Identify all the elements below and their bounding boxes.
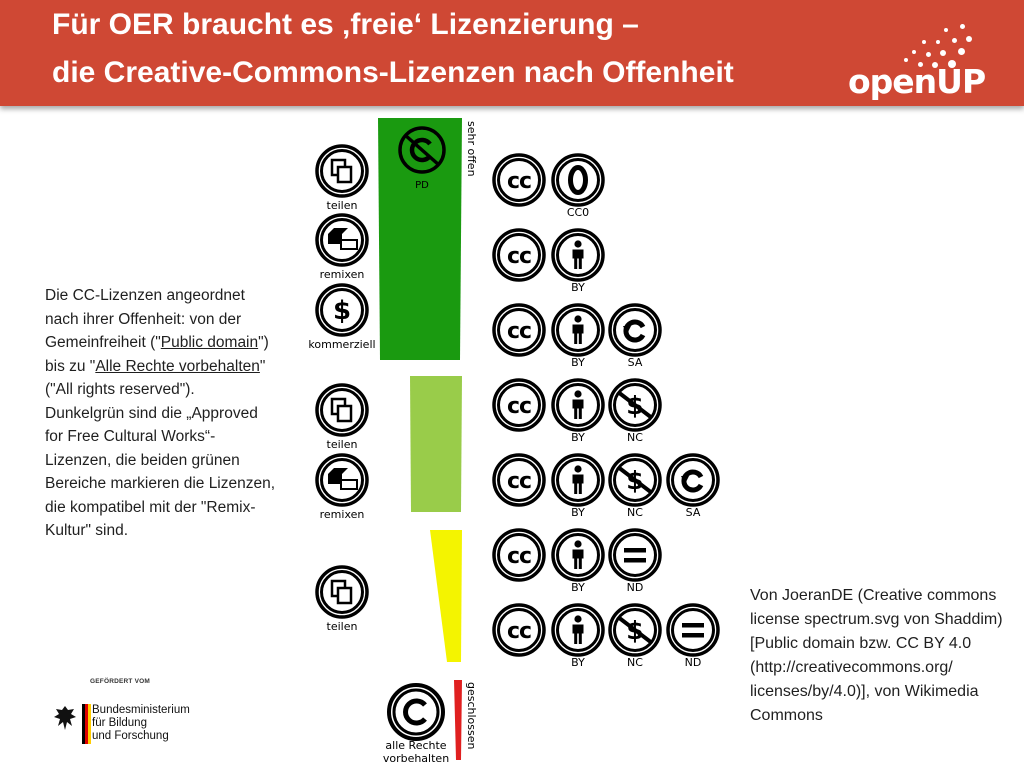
vorbehalten-label: vorbehalten — [383, 752, 449, 765]
alle-rechte-label: alle Rechte — [385, 739, 446, 752]
image-credit: Von JoeranDE (Creative commons license s… — [750, 587, 1003, 724]
share-icon — [317, 146, 367, 196]
cc-icon — [494, 155, 544, 205]
title-bar: Für OER braucht es ‚freie‘ Lizenzierung … — [0, 0, 1024, 106]
icon-label: CC0 — [567, 206, 589, 219]
description-part-3: " ("All rights reserved"). Dunkelgrün si… — [45, 357, 276, 540]
nc-icon — [610, 605, 660, 655]
spectrum-bar-red — [454, 680, 462, 760]
remix-icon — [317, 455, 367, 505]
icon-label: NC — [627, 431, 643, 444]
openup-logo: openUP — [840, 18, 1020, 102]
by-icon — [553, 380, 603, 430]
by-icon — [553, 230, 603, 280]
funder-line-2: für Bildung — [92, 717, 147, 729]
license-spectrum: cc $ — [308, 118, 730, 765]
license-icons: CC0 BY BY SA BY NC BY NC SA BY ND BY NC ND — [494, 155, 718, 669]
description-part-1: Die CC-Lizenzen angeordnet nach ihrer Of… — [45, 287, 245, 351]
all-rights-reserved-icon — [389, 685, 443, 739]
by-icon — [553, 305, 603, 355]
geschlossen-label: geschlossen — [465, 682, 478, 750]
icon-label: ND — [685, 656, 702, 669]
nc-icon — [610, 380, 660, 430]
funder-line-1: Bundesministerium — [92, 704, 190, 716]
eagle-icon — [54, 706, 76, 730]
icon-label: remixen — [320, 508, 365, 521]
funder-line-3: und Forschung — [92, 730, 169, 742]
title-line-2: die Creative-Commons-Lizenzen nach Offen… — [52, 56, 734, 89]
icon-label: NC — [627, 506, 643, 519]
share-icon — [317, 567, 367, 617]
icon-label: teilen — [327, 620, 358, 633]
description-part-2: ") bis zu " — [45, 334, 269, 375]
by-icon — [553, 530, 603, 580]
cc-icon — [494, 605, 544, 655]
share-icon — [317, 385, 367, 435]
funder-logo: GEFÖRDERT VOM Bundesministerium für Bild… — [52, 678, 232, 758]
icon-label: remixen — [320, 268, 365, 281]
public-domain-icon — [398, 126, 446, 174]
logo-text: openUP — [848, 62, 986, 101]
funder-caption: GEFÖRDERT VOM — [90, 678, 151, 685]
icon-label: BY — [571, 431, 585, 444]
nd-icon — [610, 530, 660, 580]
icon-label: SA — [628, 356, 643, 369]
icon-label: NC — [627, 656, 643, 669]
funder-name: Bundesministerium für Bildung und Forsch… — [92, 704, 190, 743]
icon-label: ND — [627, 581, 644, 594]
sa-icon — [610, 305, 660, 355]
icon-label: BY — [571, 656, 585, 669]
zero-icon — [553, 155, 603, 205]
by-icon — [553, 455, 603, 505]
cc-icon — [494, 305, 544, 355]
public-domain-link[interactable]: Public domain — [160, 334, 259, 351]
cc-icon — [494, 230, 544, 280]
icon-label: BY — [571, 506, 585, 519]
freedom-icons: teilen remixen kommerziell teilen remixen tei… — [308, 146, 376, 633]
spectrum-bar-yellow — [430, 530, 462, 662]
icon-label: teilen — [327, 438, 358, 451]
nc-icon — [610, 455, 660, 505]
by-icon — [553, 605, 603, 655]
icon-label: BY — [571, 581, 585, 594]
icon-label: BY — [571, 281, 585, 294]
description-text: Die CC-Lizenzen angeordnet nach ihrer Of… — [45, 284, 277, 543]
cc-icon — [494, 380, 544, 430]
icon-label: SA — [686, 506, 701, 519]
title-line-1: Für OER braucht es ‚freie‘ Lizenzierung … — [52, 8, 639, 41]
icon-label: BY — [571, 356, 585, 369]
pd-label: PD — [415, 180, 429, 191]
all-rights-reserved-link[interactable]: Alle Rechte vorbehalten — [95, 357, 260, 375]
sa-icon — [668, 455, 718, 505]
remix-icon — [317, 215, 367, 265]
icon-label: teilen — [327, 199, 358, 212]
dollar-icon — [317, 285, 367, 335]
sehr-offen-label: sehr offen — [465, 121, 478, 177]
nd-icon — [668, 605, 718, 655]
cc-icon — [494, 455, 544, 505]
spectrum-bar-light-green — [410, 376, 462, 512]
cc-icon — [494, 530, 544, 580]
icon-label: kommerziell — [308, 338, 375, 351]
spectrum-bar-dark-green — [378, 118, 462, 360]
